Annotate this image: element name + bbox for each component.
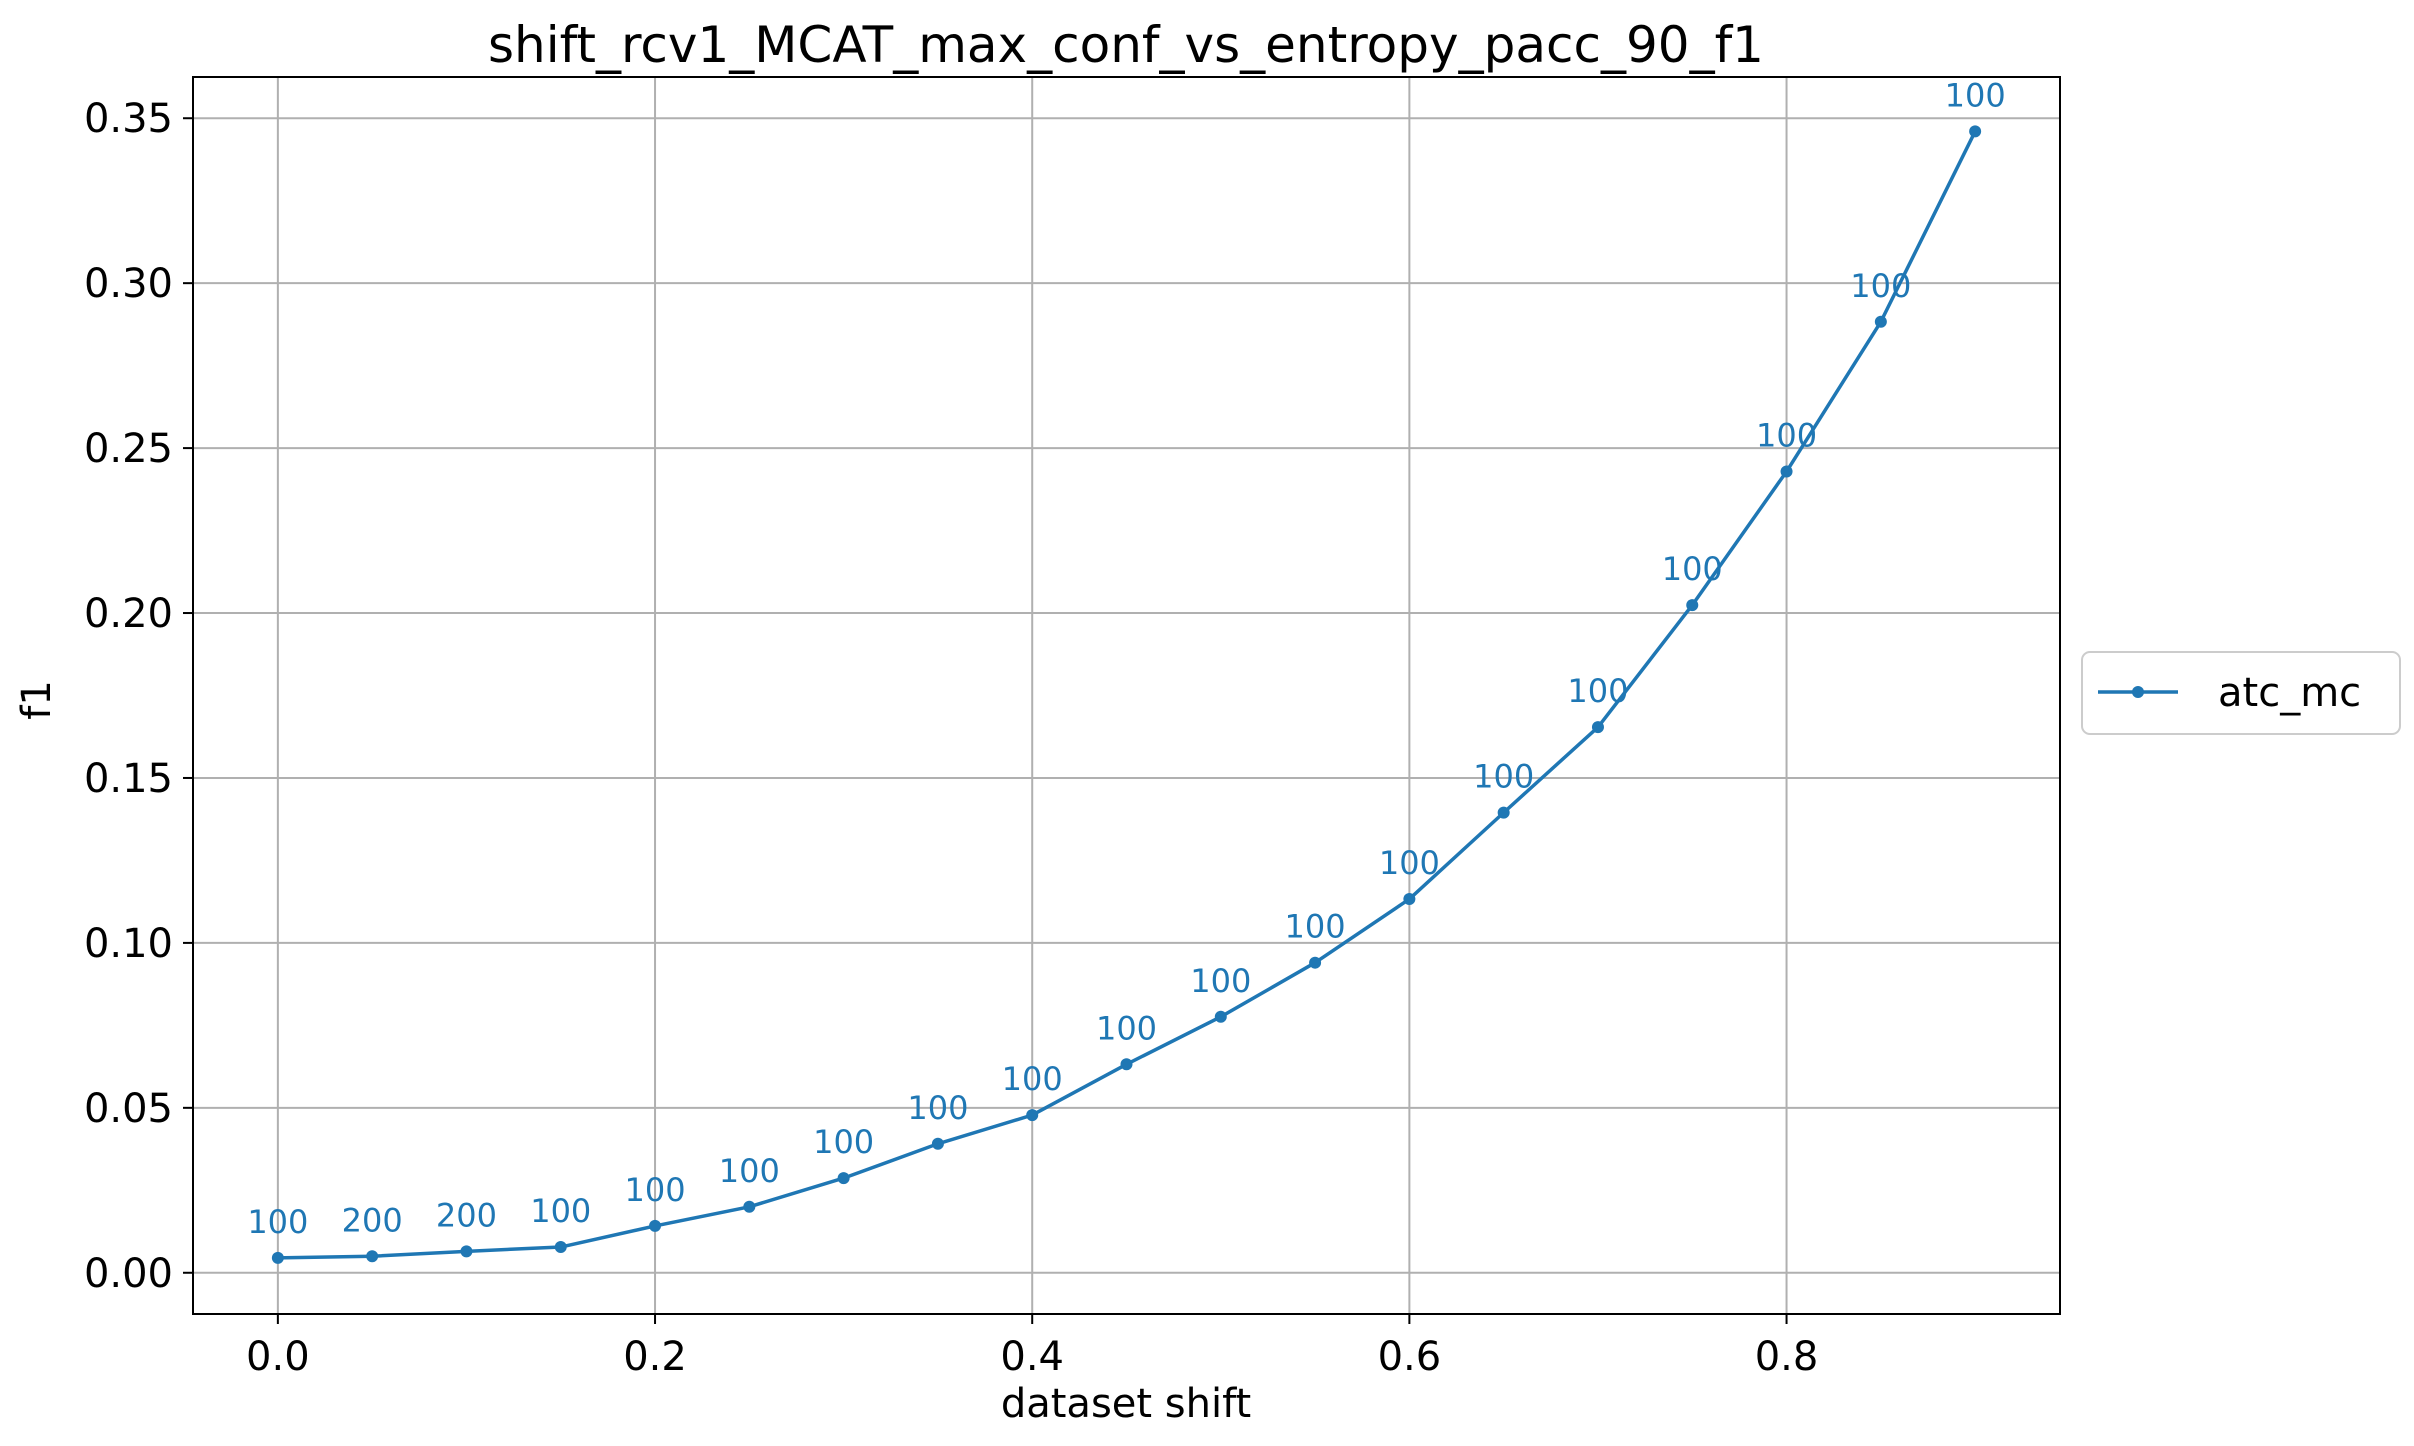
data-point xyxy=(554,1241,567,1254)
data-point xyxy=(1403,893,1416,906)
data-point xyxy=(271,1251,284,1264)
data-label: 100 xyxy=(719,1152,780,1190)
data-label: 200 xyxy=(436,1196,497,1234)
data-point xyxy=(1686,599,1699,612)
data-label: 100 xyxy=(530,1192,591,1230)
data-label: 100 xyxy=(1096,1009,1157,1047)
y-tick-label: 0.20 xyxy=(84,591,173,637)
grid xyxy=(193,77,2060,1314)
data-point xyxy=(1026,1109,1039,1122)
data-point xyxy=(837,1172,850,1185)
y-tick-label: 0.25 xyxy=(84,426,173,472)
data-point xyxy=(1874,315,1887,328)
data-label: 100 xyxy=(1945,76,2006,114)
data-point xyxy=(460,1245,473,1258)
data-label: 100 xyxy=(1285,908,1346,946)
data-label: 100 xyxy=(1379,844,1440,882)
legend-label: atc_mc xyxy=(2218,670,2361,716)
y-axis-ticks: 0.00 0.05 0.10 0.15 0.20 0.25 0.30 0.35 xyxy=(84,96,193,1297)
x-tick-label: 0.4 xyxy=(1000,1334,1064,1380)
data-point xyxy=(1214,1010,1227,1023)
x-axis-label: dataset shift xyxy=(1001,1381,1251,1427)
y-tick-label: 0.00 xyxy=(84,1251,173,1297)
data-label: 100 xyxy=(907,1089,968,1127)
y-tick-label: 0.15 xyxy=(84,756,173,802)
data-point xyxy=(931,1137,944,1150)
data-point xyxy=(1780,465,1793,478)
data-label: 100 xyxy=(624,1171,685,1209)
data-label: 100 xyxy=(1473,758,1534,796)
y-tick-label: 0.05 xyxy=(84,1086,173,1132)
x-tick-label: 0.8 xyxy=(1755,1334,1819,1380)
legend-box xyxy=(2081,651,2401,735)
legend: atc_mc xyxy=(2081,651,2401,735)
chart-title: shift_rcv1_MCAT_max_conf_vs_entropy_pacc… xyxy=(488,16,1764,74)
y-tick-label: 0.10 xyxy=(84,921,173,967)
data-label: 200 xyxy=(342,1201,403,1239)
data-point xyxy=(1969,125,1982,138)
x-tick-label: 0.2 xyxy=(623,1334,687,1380)
x-axis-ticks: 0.0 0.2 0.4 0.6 0.8 xyxy=(246,1314,1818,1380)
data-label: 100 xyxy=(1850,267,1911,305)
data-label: 100 xyxy=(1002,1060,1063,1098)
data-point xyxy=(649,1219,662,1232)
series-layer xyxy=(271,125,1982,1264)
y-axis-label: f1 xyxy=(14,680,60,720)
data-point xyxy=(1591,721,1604,734)
data-point xyxy=(366,1250,379,1263)
y-tick-label: 0.35 xyxy=(84,96,173,142)
data-label: 100 xyxy=(247,1203,308,1241)
data-label: 100 xyxy=(1662,550,1723,588)
data-point xyxy=(743,1200,756,1213)
x-tick-label: 0.0 xyxy=(246,1334,310,1380)
data-label: 100 xyxy=(1190,962,1251,1000)
data-label: 100 xyxy=(1567,672,1628,710)
data-point xyxy=(1120,1058,1133,1071)
data-point xyxy=(1497,806,1510,819)
x-tick-label: 0.6 xyxy=(1378,1334,1442,1380)
data-label: 100 xyxy=(1756,417,1817,455)
y-tick-label: 0.30 xyxy=(84,261,173,307)
data-label: 100 xyxy=(813,1123,874,1161)
legend-series-marker xyxy=(2132,686,2144,698)
data-labels: 100 200 200 100 100 100 100 100 100 100 100 100 100 1… xyxy=(247,76,2005,1240)
plot-frame xyxy=(192,76,2061,1315)
data-point xyxy=(1309,956,1322,969)
